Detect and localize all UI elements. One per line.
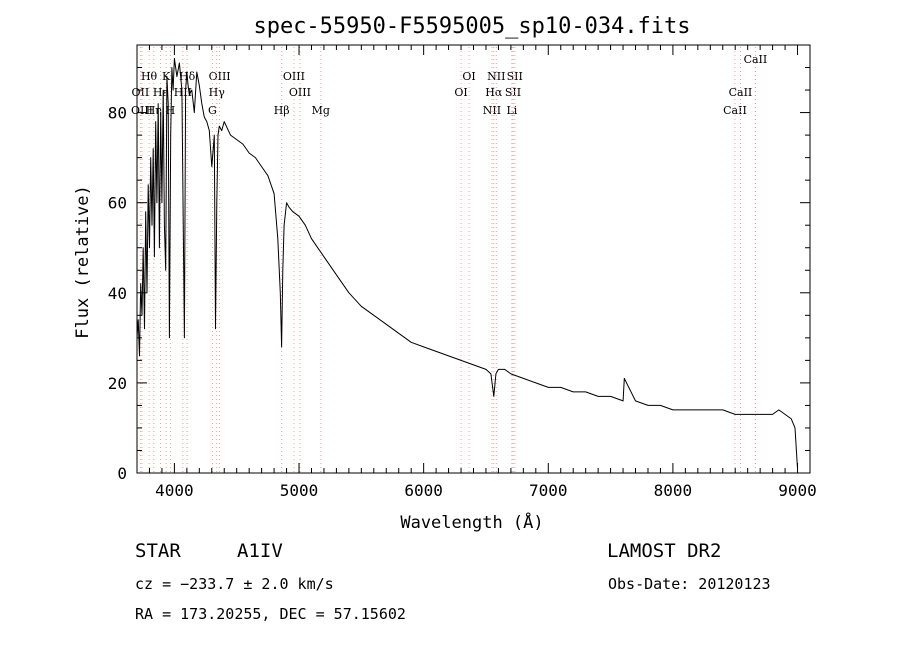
line-label: Hγ [209,86,226,99]
line-label: G [208,104,217,117]
line-label: Li [506,104,517,117]
line-label: H [166,104,176,117]
line-label: OIII [289,86,311,99]
line-label: OIII [209,70,231,83]
line-label: HII [174,86,192,99]
y-axis: 0 20 40 60 80 [108,44,810,483]
line-label: Hη [146,104,162,117]
plot-frame [136,44,811,474]
line-label: Hα [485,86,503,99]
y-axis-label: Flux (relative) [73,185,93,339]
line-label: Hθ [141,70,158,83]
object-class: STAR [135,540,181,562]
line-label: CaII [744,53,768,66]
line-label: OII [132,86,150,99]
coordinates: RA = 173.20255, DEC = 57.15602 [135,605,406,623]
line-label: NII [487,70,505,83]
x-tick-label: 9000 [778,481,817,500]
x-tick-label: 6000 [404,481,443,500]
x-tick-label: 7000 [529,481,568,500]
survey-name: LAMOST DR2 [607,540,722,562]
y-tick-label: 0 [117,464,127,483]
line-label: Hβ [274,104,290,117]
redshift-value: cz = −233.7 ± 2.0 km/s [135,575,334,593]
line-label: NII [483,104,501,117]
line-label: SII [507,70,523,83]
x-tick-label: 8000 [654,481,693,500]
line-label: CaII [723,104,747,117]
x-tick-label: 4000 [155,481,194,500]
chart-title: spec-55950-F5595005_sp10-034.fits [253,14,690,39]
plot-area [136,44,811,474]
spectrum-line [136,58,798,469]
line-label: CaII [729,86,753,99]
line-label: OIII [131,104,153,117]
x-axis: 4000 5000 6000 7000 8000 9000 [136,45,817,500]
x-axis-label: Wavelength (Å) [400,511,543,533]
object-subclass: A1IV [237,540,283,562]
y-tick-label: 60 [108,194,127,213]
x-tick-label: 5000 [280,481,319,500]
y-tick-label: 40 [108,284,127,303]
line-label: Hε [153,86,169,99]
line-label: SII [505,86,521,99]
observation-date: Obs-Date: 20120123 [608,575,771,593]
line-label: Mg [312,104,330,117]
line-label: OI [462,70,475,83]
line-label: OI [454,86,467,99]
line-label: OIII [283,70,305,83]
y-tick-label: 20 [108,374,127,393]
y-tick-label: 80 [108,104,127,123]
